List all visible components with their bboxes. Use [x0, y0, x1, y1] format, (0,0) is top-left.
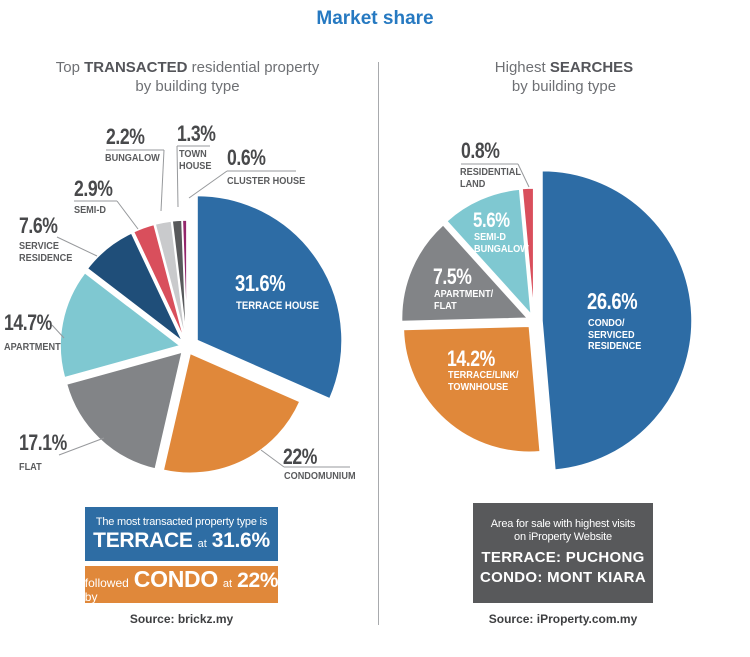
area-callout-terrace: TERRACE: PUCHONG: [481, 549, 645, 566]
pie1-pct-semi-d: 2.9%: [74, 176, 113, 201]
pie1-pct-bungalow: 2.2%: [106, 124, 145, 149]
right-chart-heading-line2: by building type: [511, 78, 617, 95]
terrace-callout-row: TERRACE at 31.6%: [93, 528, 270, 552]
pie1-slice-terrace-house: [196, 194, 343, 400]
pie2-pct-terrace-link-townhouse: 14.2%: [447, 346, 495, 371]
pie1-leader-apartment: [51, 324, 65, 339]
pie2-slice-condo-serviced-residence: [541, 169, 693, 471]
pie2-label-residential-land: RESIDENTIAL LAND: [460, 166, 521, 190]
terrace-callout-text: The most transacted property type is: [95, 515, 268, 528]
pie1-label-flat: FLAT: [19, 461, 42, 473]
pie1-slice-service-residence: [86, 232, 184, 343]
pie1-slice-semi-d: [132, 223, 186, 342]
pie1-pct-flat: 17.1%: [19, 430, 67, 455]
pie1-leader-town-house: [176, 145, 179, 208]
left-chart-heading: Top TRANSACTED residential property by b…: [0, 58, 375, 96]
pie1-label-semi-d: SEMI-D: [74, 204, 106, 216]
pie1-slice-bungalow: [154, 220, 187, 341]
pie2-pct-apartment-flat: 7.5%: [433, 264, 472, 289]
pie1-pct-apartment: 14.7%: [4, 310, 52, 335]
terrace-callout-big: TERRACE: [93, 528, 193, 552]
pie1-label-cluster-house: CLUSTER HOUSE: [227, 175, 306, 187]
pie2-label-terrace-link-townhouse: TERRACE/LINK/TOWNHOUSE: [448, 369, 519, 393]
left-chart-heading-line2: by building type: [135, 78, 240, 95]
condo-callout-row: followed by CONDO at 22%: [84, 565, 279, 604]
pie1-slice-cluster-house: [181, 219, 188, 341]
pie1-leader-semi-d: [116, 200, 139, 230]
pie1-pct-service-residence: 7.6%: [19, 213, 58, 238]
pie1-slice-flat: [65, 351, 183, 470]
area-callout-line1: Area for sale with highest visits: [490, 518, 636, 530]
area-callout-box: Area for sale with highest visits on iPr…: [473, 503, 653, 603]
pie1-pct-cluster-house: 0.6%: [227, 145, 266, 170]
pie1-leader-service-residence: [56, 236, 98, 257]
area-callout-condo: CONDO: MONT KIARA: [480, 569, 646, 586]
condo-callout-box: followed by CONDO at 22%: [84, 565, 279, 604]
pie1-leader-cluster-house: [188, 170, 228, 199]
left-source: Source: brickz.my: [129, 612, 234, 626]
pie2-pct-semi-d-bungalow: 5.6%: [473, 209, 510, 232]
pie1-leader-condomunium: [260, 449, 285, 468]
pie1-label-service-residence: SERVICE RESIDENCE: [19, 240, 73, 264]
terrace-callout-pct: 31.6%: [211, 528, 270, 552]
pie2-label-semi-d-bungalow: SEMI-D BUNGALOW: [474, 231, 529, 255]
pie1-label-terrace-house: TERRACE HOUSE: [236, 300, 319, 312]
pie1-pct-condomunium: 22%: [283, 444, 318, 469]
column-divider: [378, 62, 379, 625]
left-chart-heading-line1: Top TRANSACTED residential property: [55, 59, 320, 76]
area-callout-line2: on iProperty Website: [514, 531, 612, 543]
condo-callout-pct: 22%: [237, 568, 279, 592]
pie1-label-apartment: APARTMENT: [4, 341, 61, 353]
pie1-pct-terrace-house: 31.6%: [235, 270, 286, 296]
pie1-pct-town-house: 1.3%: [177, 121, 216, 146]
right-source: Source: iProperty.com.my: [488, 612, 638, 626]
pie1-label-bungalow: BUNGALOW: [105, 152, 160, 164]
pie1-leader-bungalow: [160, 149, 165, 212]
pie2-leader-residential-land: [517, 163, 530, 188]
pie2-slice-terrace-link-townhouse: [402, 325, 541, 453]
pie1-slice-condomunium: [162, 352, 301, 475]
condo-callout-big: CONDO: [133, 565, 218, 592]
pie2-label-apartment-flat: APARTMENT/FLAT: [434, 288, 494, 312]
page-title: Market share: [316, 8, 434, 29]
pie2-pct-condo-serviced-residence: 26.6%: [587, 288, 638, 314]
pie2-label-condo-serviced-residence: CONDO/SERVICED RESIDENCE: [588, 317, 642, 352]
terrace-callout-box: The most transacted property type is TER…: [85, 507, 278, 561]
pie1-slice-apartment: [59, 271, 181, 379]
right-chart-heading-line1: Highest SEARCHES: [494, 59, 634, 76]
pie2-pct-residential-land: 0.8%: [461, 138, 500, 163]
pie2-slice-semi-d-bungalow: [445, 188, 532, 316]
pie1-label-town-house: TOWN HOUSE: [179, 148, 212, 172]
pie2-slice-apartment-flat: [400, 224, 529, 323]
pie2-slice-residential-land: [521, 187, 535, 315]
pie1-leader-flat: [58, 437, 105, 456]
right-chart-heading: Highest SEARCHES by building type: [378, 58, 750, 96]
pie1-label-condomunium: CONDOMUNIUM: [284, 470, 356, 482]
